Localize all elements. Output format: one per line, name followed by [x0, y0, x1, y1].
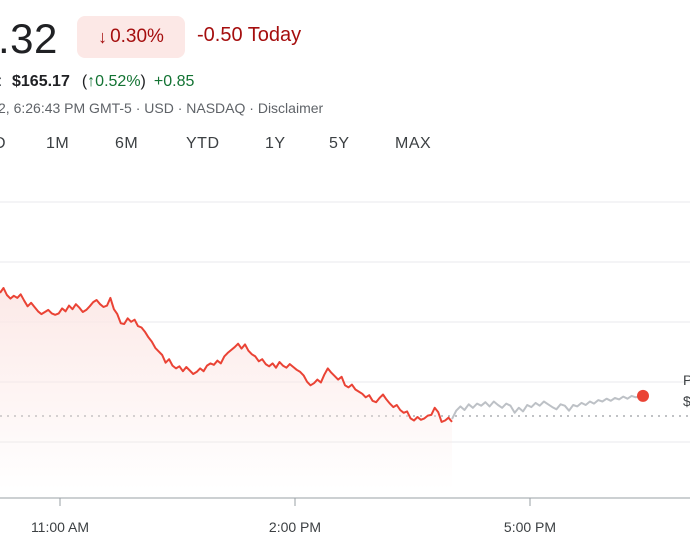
tab-1d[interactable]: D [0, 135, 6, 153]
tab-ytd[interactable]: YTD [186, 135, 220, 152]
arrow-down-icon: ↓ [98, 26, 108, 47]
x-tick-label: 2:00 PM [269, 519, 321, 535]
range-tabs: D 1M 6M YTD 1Y 5Y MAX [0, 135, 690, 161]
tab-5y[interactable]: 5Y [329, 135, 350, 152]
x-axis-ticks: 11:00 AM 2:00 PM 5:00 PM [31, 498, 556, 535]
tab-6m[interactable]: 6M [115, 135, 139, 152]
tab-1m[interactable]: 1M [46, 135, 70, 152]
x-tick-label: 11:00 AM [31, 519, 89, 535]
last-price-marker [637, 389, 649, 402]
price-chart[interactable]: 11:00 AM 2:00 PM 5:00 PM P $ [0, 190, 690, 550]
price-area-fill [0, 288, 452, 490]
arrow-up-icon: ↑ [87, 73, 96, 90]
price-line-after-hours [451, 394, 641, 420]
after-hours-percent: (↑0.52%) [81, 73, 146, 90]
side-label-bottom: $ [683, 393, 690, 409]
change-percent: 0.30% [110, 26, 164, 47]
tab-1y[interactable]: 1Y [265, 135, 286, 152]
current-price: .32 [0, 15, 58, 62]
after-hours-label: : [0, 72, 12, 92]
side-label-top: P [683, 372, 690, 388]
quote-header: .32 ↓ 0.30% -0.50 Today : $165.17 (↑0.52… [0, 0, 690, 190]
quote-meta[interactable]: 2, 6:26:43 PM GMT-5 · USD · NASDAQ · Dis… [0, 100, 324, 116]
change-percent-badge: ↓ 0.30% [77, 16, 185, 58]
tab-max[interactable]: MAX [395, 135, 432, 152]
after-hours-row: : $165.17 (↑0.52%) +0.85 [0, 72, 194, 92]
after-hours-price: $165.17 [12, 73, 70, 90]
change-today: -0.50 Today [197, 24, 302, 46]
after-hours-change: +0.85 [153, 73, 195, 90]
price-line-regular [0, 287, 453, 423]
x-tick-label: 5:00 PM [504, 519, 556, 535]
